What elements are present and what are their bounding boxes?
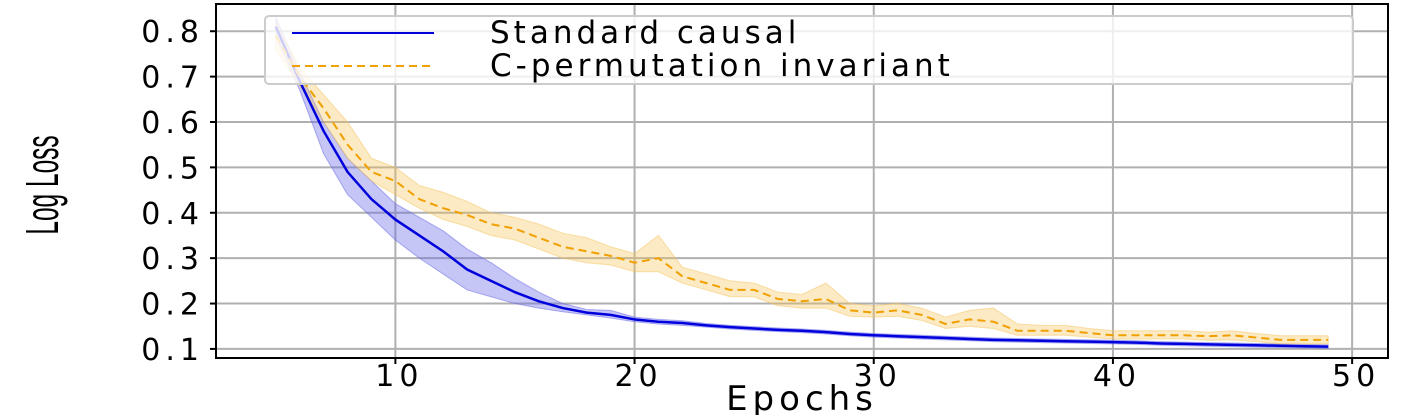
y-tick-labels: 0.1 0.2 0.3 0.4 0.5 0.6 0.7 0.8 [141, 15, 204, 368]
x-axis-label: Epochs [726, 379, 878, 415]
plot-frame [215, 3, 1389, 359]
y-axis-label: Log Loss [17, 135, 68, 234]
y-tick-label: 0.8 [141, 15, 204, 50]
y-tick-label: 0.3 [141, 242, 204, 277]
y-tick-label: 0.4 [141, 197, 204, 232]
x-tick-label: 10 [375, 359, 423, 394]
x-tick-label: 20 [614, 359, 662, 394]
series-lines [274, 26, 1329, 348]
series-line-c-permutation-invariant [274, 35, 1329, 341]
y-tick-label: 0.2 [141, 288, 204, 323]
x-tick-label: 40 [1093, 359, 1141, 394]
legend-label-c-permutation-invariant: C-permutation invariant [490, 48, 954, 84]
y-tick-label: 0.5 [141, 151, 204, 186]
x-tick-labels: 10 20 30 40 50 [375, 359, 1380, 394]
legend-label-standard-causal: Standard causal [490, 15, 800, 51]
x-tick-label: 30 [854, 359, 902, 394]
band-c-permutation-invariant [275, 21, 1329, 345]
y-tick-label: 0.1 [141, 333, 204, 368]
band-standard-causal [275, 17, 1329, 349]
y-tick-label: 0.7 [141, 61, 204, 96]
y-tick-label: 0.6 [141, 106, 204, 141]
legend-box [264, 15, 1354, 85]
series-line-standard-causal [274, 26, 1329, 348]
confidence-bands [275, 17, 1329, 349]
x-tick-label: 50 [1332, 359, 1380, 394]
legend: Standard causal C-permutation invariant [264, 15, 1354, 85]
